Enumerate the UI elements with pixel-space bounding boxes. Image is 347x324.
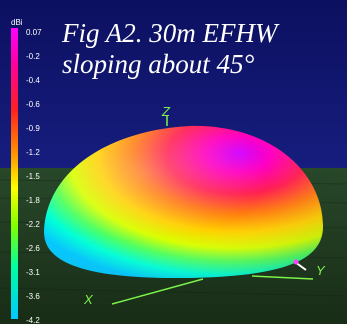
figure-caption-line-2: sloping about 45° [62,49,255,79]
legend-tick-label: -0.6 [26,100,40,109]
legend-tick-label: -0.9 [26,124,40,133]
dome-shading [44,125,324,279]
legend-tick-label: -2.6 [26,244,40,253]
legend-color-bar [11,28,18,319]
feed-point-marker [293,259,299,265]
figure-caption-line-1: Fig A2. 30m EFHW [62,18,278,48]
legend-tick-label: -2.2 [26,220,40,229]
x-axis-line [111,278,204,305]
legend-tick-label: -1.5 [26,172,40,181]
legend-tick-label: -4.2 [26,316,40,324]
x-axis-label: X [84,292,93,307]
legend-tick-label: -1.8 [26,196,40,205]
legend-tick-label: -1.2 [26,148,40,157]
y-axis-line [251,275,314,280]
legend-unit-label: dBi [11,18,23,27]
legend-tick-label: 0.07 [26,28,42,37]
z-axis-label: Z [162,104,170,119]
legend-tick-label: -3.1 [26,268,40,277]
legend-tick-label: -0.2 [26,52,40,61]
legend-tick-label: -0.4 [26,76,40,85]
axes-lines [111,116,314,305]
y-axis-label: Y [316,263,325,278]
legend-tick-label: -3.6 [26,292,40,301]
